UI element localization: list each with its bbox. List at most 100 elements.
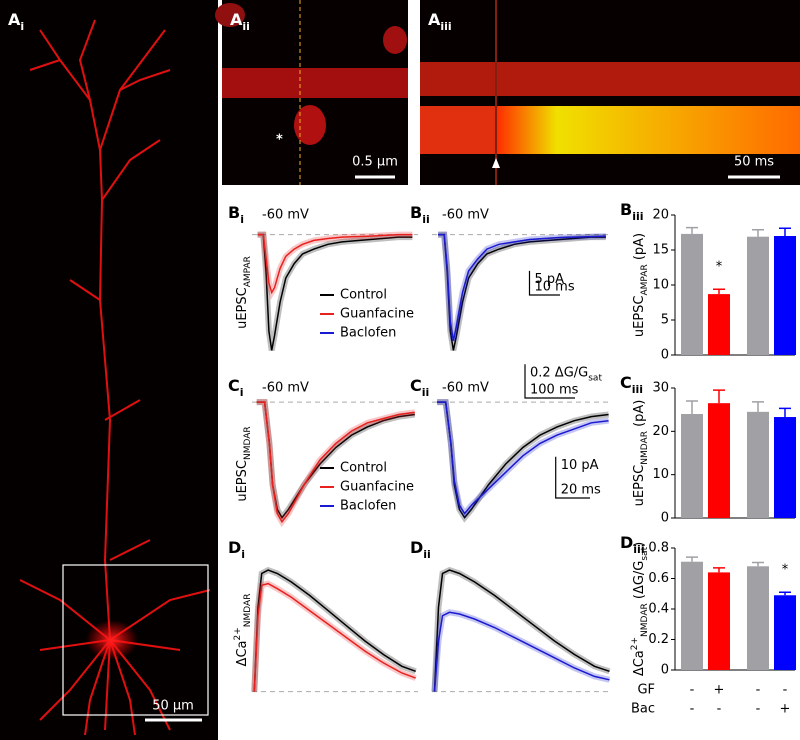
- bar: [774, 236, 796, 355]
- panel-letter: C: [228, 376, 240, 395]
- panel-label: Bi: [228, 203, 244, 226]
- panel-letter: B: [620, 200, 632, 219]
- trace-band: [251, 580, 417, 692]
- voltage: -60 mV: [262, 381, 309, 396]
- error-bar: [779, 407, 791, 418]
- condition-mark: -: [783, 683, 788, 698]
- bar: [747, 411, 769, 518]
- label-part: sat: [640, 546, 650, 560]
- linescan-image: [420, 0, 800, 185]
- error-bar: [686, 556, 698, 562]
- panel-sub: ii: [423, 548, 431, 561]
- panel-label: Biii: [620, 200, 644, 223]
- legend-label: Baclofen: [340, 499, 396, 514]
- scale-label: 0.2 ΔG/Gsat: [530, 365, 602, 383]
- bar: [708, 294, 730, 355]
- trace: [257, 233, 413, 351]
- label-part: NMDAR: [243, 594, 253, 628]
- trace: [257, 233, 413, 295]
- panel-label: Ci: [228, 376, 244, 399]
- panel-letter: D: [620, 533, 633, 552]
- label-part: (pA): [632, 233, 647, 264]
- panel-sub: iii: [633, 543, 644, 556]
- label-part: AMPAR: [640, 264, 650, 295]
- label-part: (ΔG/G: [632, 561, 647, 604]
- scale-label: 50 µm: [152, 699, 194, 714]
- panel-label: Aiii: [428, 10, 452, 33]
- label-part: AMPAR: [243, 256, 253, 287]
- error-bar: [686, 400, 698, 414]
- marker: *: [276, 133, 283, 148]
- error-bar: [713, 389, 725, 404]
- panel-letter: B: [410, 203, 422, 222]
- panel-sub: iii: [632, 383, 643, 396]
- error-bar: [779, 591, 791, 596]
- condition-mark: -: [756, 683, 761, 698]
- bar: [681, 233, 703, 355]
- label-part: uEPSC: [235, 460, 250, 502]
- scale-label: 100 ms: [530, 383, 579, 398]
- label-part: NMDAR: [640, 431, 650, 465]
- axis-label: ΔCa2+NMDAR (ΔG/Gsat): [630, 542, 650, 676]
- trace: [253, 569, 416, 692]
- panel-sub: iii: [440, 20, 451, 33]
- axis-label: uEPSCNMDAR: [235, 426, 253, 501]
- panel-sub: i: [241, 548, 245, 561]
- y-tick-label: 0.2: [648, 632, 669, 647]
- significance: *: [716, 260, 723, 275]
- label-part: ΔCa: [632, 650, 647, 676]
- scale-label: 20 ms: [561, 483, 601, 498]
- panel-letter: C: [410, 376, 422, 395]
- y-tick-label: 10: [652, 278, 669, 293]
- legend-label: Control: [340, 461, 387, 476]
- trace: [438, 233, 606, 341]
- axis-label: uEPSCAMPAR (pA): [632, 233, 650, 337]
- trace-band: [431, 609, 611, 692]
- y-tick-label: 0: [661, 511, 669, 526]
- panel-label: Diii: [620, 533, 645, 556]
- scale-y: 0.2 ΔG/G: [530, 365, 588, 380]
- y-tick-label: 0.6: [648, 571, 669, 586]
- scale-label: 50 ms: [734, 155, 774, 170]
- scale-label: 0.5 µm: [352, 155, 398, 170]
- panel-sub: i: [240, 213, 244, 226]
- trace: [253, 582, 416, 692]
- y-tick-label: 0: [661, 348, 669, 363]
- error-bar: [686, 226, 698, 234]
- panel-letter: B: [228, 203, 240, 222]
- panel-label: Ciii: [620, 373, 643, 396]
- condition-mark: -: [690, 683, 695, 698]
- error-bar: [752, 561, 764, 567]
- label-part: ): [632, 542, 647, 547]
- y-tick-label: 20: [652, 424, 669, 439]
- voltage: -60 mV: [442, 208, 489, 223]
- panel-letter: A: [8, 10, 21, 29]
- axis-label: ΔCa2+NMDAR: [233, 594, 253, 667]
- error-bar: [779, 227, 791, 236]
- label-part: 2+: [630, 637, 640, 650]
- trace: [437, 401, 609, 515]
- bar: [747, 236, 769, 355]
- significance: *: [782, 563, 789, 578]
- panel-letter: C: [620, 373, 632, 392]
- label-part: uEPSC: [632, 465, 647, 507]
- panel-sub: ii: [242, 20, 250, 33]
- condition-mark: +: [780, 702, 791, 717]
- label-part: uEPSC: [235, 287, 250, 329]
- legend-label: Baclofen: [340, 326, 396, 341]
- bar: [774, 595, 796, 670]
- label-part: NMDAR: [243, 426, 253, 460]
- label-part: NMDAR: [640, 603, 650, 637]
- condition-mark: +: [714, 683, 725, 698]
- panel-letter: D: [228, 538, 241, 557]
- scale-y: 5 pA: [534, 271, 564, 286]
- scale-bar: [528, 270, 560, 296]
- y-tick-label: 15: [652, 243, 669, 258]
- trace: [256, 401, 415, 524]
- scale-bar: [555, 456, 590, 499]
- error-bar: [752, 228, 764, 237]
- error-bar: [752, 401, 764, 412]
- legend-label: Guanfacine: [340, 307, 414, 322]
